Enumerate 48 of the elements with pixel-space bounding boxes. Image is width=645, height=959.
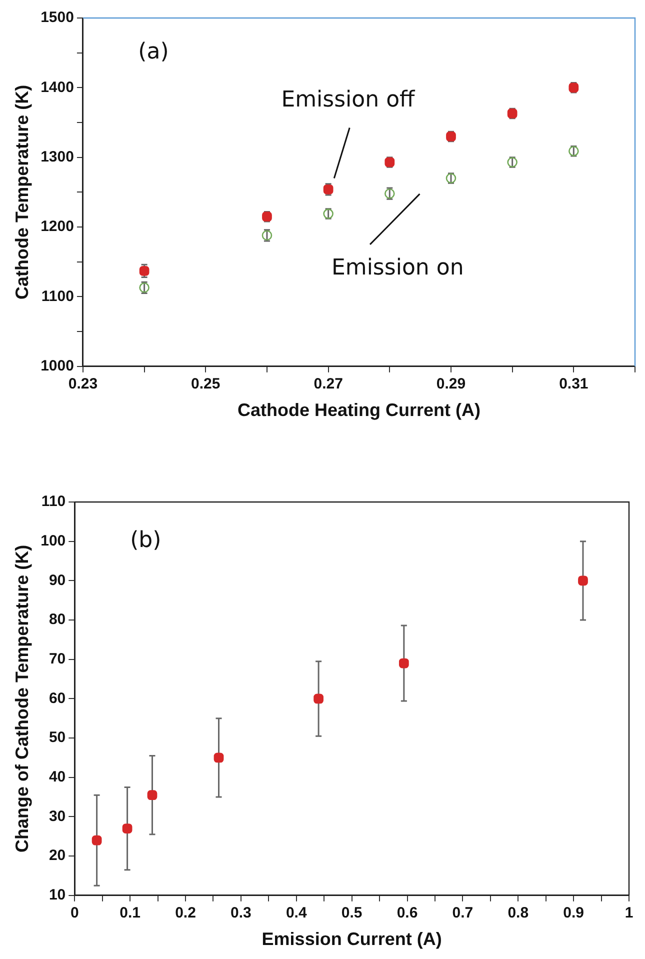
x-tick-label: 0.7 [452, 904, 474, 922]
y-tick-label: 1400 [40, 78, 74, 96]
x-tick-label: 0.27 [314, 376, 343, 393]
x-tick-label: 0.8 [508, 904, 529, 922]
y-tick-label: 30 [48, 808, 66, 825]
annotation: (a) [138, 40, 169, 65]
point [92, 835, 102, 846]
x-tick-label: 0.23 [68, 376, 98, 393]
x-tick-label: 0.6 [396, 904, 418, 922]
y-tick-label: 80 [48, 611, 66, 628]
annotation: Emission on [331, 256, 464, 281]
annotation: (b) [130, 528, 162, 554]
y-tick-label: 1200 [40, 218, 74, 236]
x-tick-label: 0.2 [175, 904, 196, 922]
y-axis-title: Cathode Temperature (K) [12, 84, 32, 300]
y-tick-label: 1100 [41, 288, 74, 305]
x-tick-label: 1 [624, 904, 634, 922]
annotation: Emission off [281, 87, 416, 112]
y-tick-label: 1500 [40, 9, 74, 26]
x-axis-title: Emission Current (A) [262, 929, 442, 950]
x-axis-title: Cathode Heating Current (A) [237, 400, 480, 420]
point [314, 694, 324, 704]
x-tick-label: 0.1 [120, 904, 140, 922]
y-tick-label: 10 [48, 886, 66, 904]
point [398, 658, 409, 668]
x-tick-label: 0.5 [341, 904, 362, 922]
y-tick-label: 90 [48, 572, 66, 589]
point [578, 576, 588, 586]
x-tick-label: 0 [70, 904, 79, 922]
x-tick-label: 0.4 [286, 904, 308, 922]
y-tick-label: 60 [48, 690, 66, 707]
point [122, 824, 132, 834]
y-tick-label: 100 [40, 532, 66, 550]
y-tick-label: 40 [48, 768, 66, 786]
x-tick-label: 0.29 [436, 376, 466, 393]
x-tick-label: 0.3 [230, 904, 252, 922]
y-tick-label: 110 [41, 493, 66, 510]
x-tick-label: 0.9 [563, 904, 584, 922]
y-tick-label: 20 [48, 847, 66, 864]
x-tick-label: 0.31 [559, 376, 588, 393]
y-tick-label: 1000 [40, 358, 74, 375]
y-tick-label: 1300 [40, 148, 74, 166]
point [214, 752, 224, 763]
x-tick-label: 0.25 [191, 376, 220, 393]
y-tick-label: 50 [48, 729, 66, 746]
y-axis-title: Change of Cathode Temperature (K) [12, 544, 32, 853]
y-tick-label: 70 [48, 650, 66, 668]
point [147, 790, 158, 800]
